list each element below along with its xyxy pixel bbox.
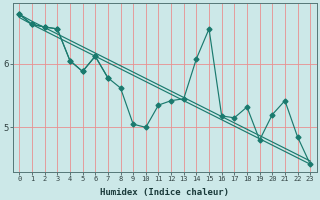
X-axis label: Humidex (Indice chaleur): Humidex (Indice chaleur): [100, 188, 229, 197]
